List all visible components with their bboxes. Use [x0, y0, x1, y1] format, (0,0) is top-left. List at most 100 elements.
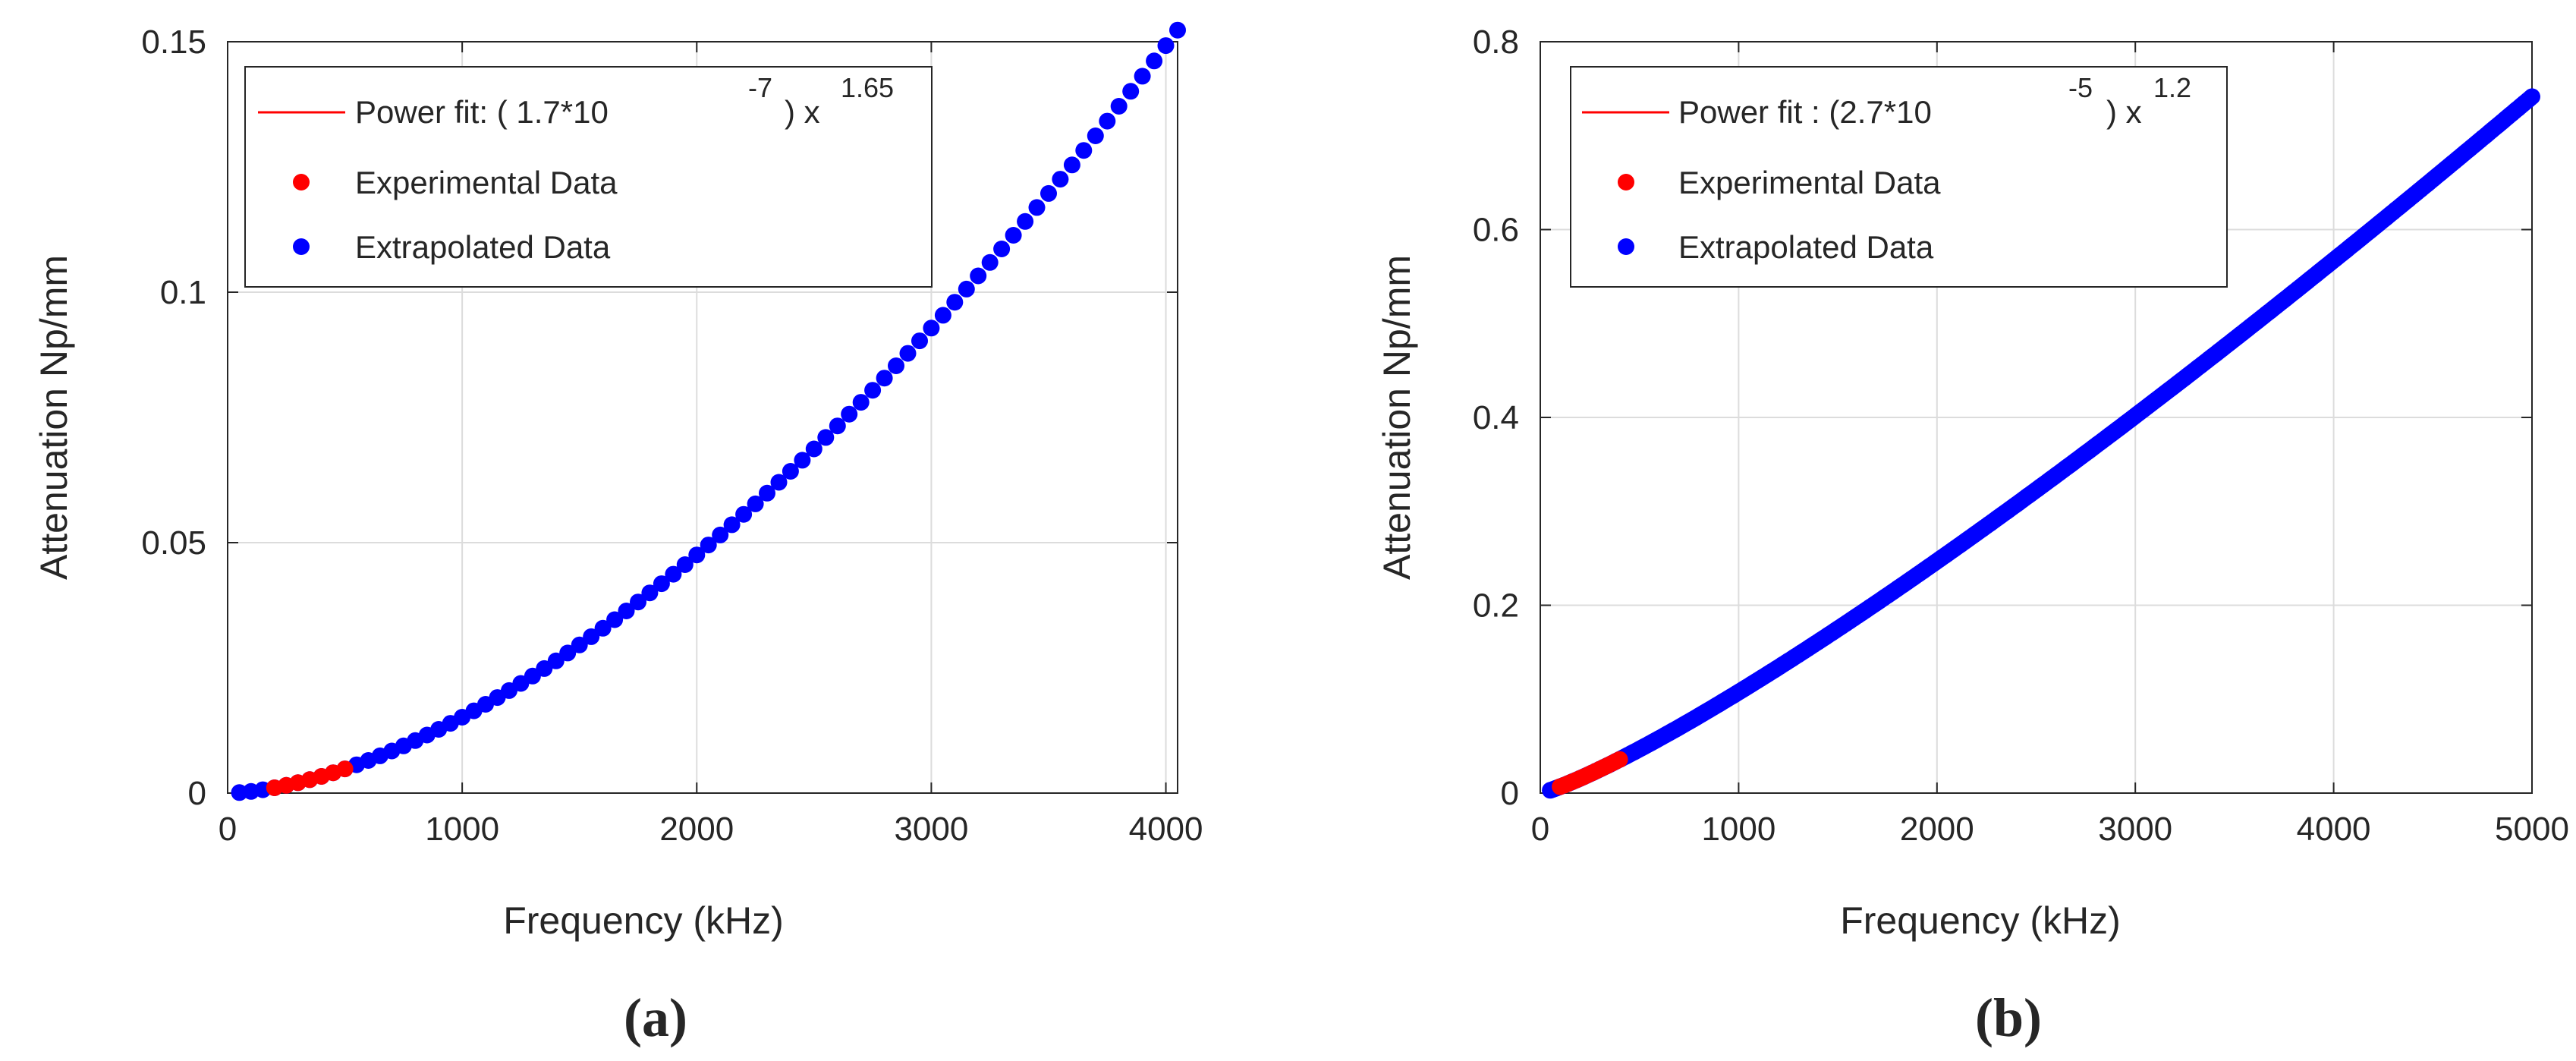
extrapolated-data-point-a: [688, 546, 706, 564]
legend-fit-exp-a: -7: [748, 72, 772, 103]
axes-box-a: [227, 41, 1178, 794]
extrapolated-data-point-a: [1134, 68, 1151, 85]
extrapolated-data-point-a: [1146, 52, 1163, 70]
x-tick-label: 2000: [1900, 811, 1974, 848]
x-tick-label: 0: [1531, 811, 1549, 848]
legend-experimental-label-a: Experimental Data: [355, 165, 618, 200]
extrapolated-data-point-a: [759, 484, 775, 502]
x-tick-label: 2000: [659, 811, 734, 848]
y-tick-label: 0.6: [1473, 212, 1519, 249]
legend-experimental-marker-b: [1618, 174, 1634, 190]
extrapolated-data-point-a: [888, 357, 904, 374]
extrapolated-data-point-a: [993, 241, 1011, 257]
extrapolated-data-point-a: [1040, 184, 1057, 202]
y-tick-label: 0: [188, 775, 206, 812]
legend-fit-label-a: Power fit: ( 1.7*10: [355, 94, 609, 130]
extrapolated-data-point-a: [559, 644, 577, 662]
legend-b: Power fit : (2.7*10 -5 ) x 1.2 Experimen…: [1570, 66, 2228, 288]
extrapolated-data-point-a: [723, 516, 741, 534]
extrapolated-data-point-a: [852, 394, 870, 411]
y-tick-label: 0.8: [1473, 24, 1519, 61]
extrapolated-data-point-a: [911, 332, 928, 350]
extrapolated-data-point-a: [899, 345, 917, 362]
extrapolated-data-point-a: [1099, 112, 1116, 130]
legend-fit-mid-b: ) x: [2106, 94, 2142, 130]
extrapolated-data-point-a: [747, 495, 764, 512]
ticks-b: 0 1000 2000 3000 4000 5000 0 0.2 0.4 0.6 0.8: [1473, 24, 2569, 848]
y-tick-label: 0.05: [141, 524, 206, 562]
legend-a: Power fit: ( 1.7*10 -7 ) x 1.65 Experime…: [244, 66, 933, 288]
extrapolated-data-point-a: [547, 652, 565, 669]
extrapolated-data-point-a: [618, 603, 635, 619]
y-tick-label: 0.1: [160, 274, 206, 311]
x-axis-label-a: Frequency (kHz): [503, 899, 784, 942]
extrapolated-data-point-a: [712, 526, 729, 543]
extrapolated-data-point-a: [1028, 199, 1046, 216]
legend-fit-mid-a: ) x: [785, 94, 820, 130]
legend-fit-prefix-a: Power fit: ( 1.7*10: [355, 94, 609, 130]
legend-fit-power-b: 1.2: [2153, 72, 2191, 103]
extrapolated-data-point-a: [1017, 213, 1034, 230]
extrapolated-data-point-a: [1087, 128, 1104, 144]
legend-fit-prefix-b: Power fit : (2.7*10: [1678, 94, 1932, 130]
x-tick-label: 3000: [2098, 811, 2172, 848]
extrapolated-data-point-a: [876, 370, 893, 387]
extrapolated-data-point-a: [653, 575, 670, 593]
data-points-a: [231, 21, 1186, 801]
extrapolated-data-point-a: [782, 463, 799, 480]
legend-extrapolated-label-b: Extrapolated Data: [1678, 229, 1934, 265]
extrapolated-data-point-a: [805, 440, 822, 458]
extrapolated-data-point-a: [665, 565, 682, 583]
x-tick-label: 1000: [425, 811, 499, 848]
panel-label-text-a: (a): [624, 987, 687, 1048]
extrapolated-data-point-a: [594, 619, 612, 637]
extrapolated-data-point-a: [841, 405, 858, 423]
extrapolated-data-point-a: [536, 660, 553, 677]
extrapolated-data-point-a: [1063, 156, 1080, 174]
extrapolated-data-point-a: [630, 593, 646, 611]
experimental-data-point-b: [1611, 751, 1628, 768]
extrapolated-data-point-a: [946, 294, 964, 311]
y-tick-label: 0.15: [141, 24, 206, 61]
extrapolated-data-point-a: [794, 452, 811, 469]
extrapolated-data-point-a: [864, 382, 882, 399]
legend-fit-exp-b: -5: [2068, 72, 2093, 103]
y-tick-label: 0.2: [1473, 587, 1519, 625]
extrapolated-data-point-a: [641, 584, 659, 602]
extrapolated-data-point-a: [934, 307, 951, 324]
chart-panel-a: 0 1000 2000 3000 4000 0 0.05 0.1 0.15 Attenuatio…: [33, 21, 1203, 1048]
extrapolated-data-point-a: [817, 429, 835, 446]
legend-extrapolated-marker-a: [293, 238, 310, 255]
extrapolated-data-point-a: [1052, 171, 1069, 188]
legend-box-a: [244, 66, 933, 288]
x-tick-label: 4000: [2297, 811, 2371, 848]
extrapolated-data-point-a: [583, 628, 600, 645]
x-tick-label: 1000: [1701, 811, 1776, 848]
data-points-b: [1542, 88, 2540, 799]
extrapolated-data-point-a: [571, 636, 588, 653]
x-tick-label: 4000: [1129, 811, 1203, 848]
legend-box-b: [1570, 66, 2228, 288]
extrapolated-data-point-a: [735, 505, 753, 523]
legend-experimental-label-b: Experimental Data: [1678, 165, 1941, 200]
x-tick-label: 0: [219, 811, 237, 848]
extrapolated-data-point-a: [970, 267, 987, 285]
x-axis-label-b: Frequency (kHz): [1840, 899, 2121, 942]
extrapolated-data-point-a: [923, 320, 940, 337]
legend-experimental-marker-a: [293, 174, 310, 190]
legend-fit-power-a: 1.65: [841, 72, 894, 103]
x-tick-label: 5000: [2495, 811, 2569, 848]
extrapolated-data-point-a: [1075, 142, 1093, 159]
extrapolated-data-point-a: [700, 537, 717, 554]
extrapolated-data-point-a: [606, 611, 624, 628]
y-tick-label: 0.4: [1473, 399, 1519, 436]
panel-label-b: (b): [1975, 987, 2042, 1048]
extrapolated-data-point-a: [829, 417, 846, 435]
legend-extrapolated-marker-b: [1618, 238, 1634, 255]
extrapolated-data-point-a: [1157, 37, 1175, 55]
extrapolated-data-point-a: [1122, 83, 1140, 100]
y-axis-label-b: Attenuation Np/mm: [1376, 255, 1418, 580]
extrapolated-data-point-b: [2524, 88, 2540, 105]
x-tick-label: 3000: [894, 811, 968, 848]
